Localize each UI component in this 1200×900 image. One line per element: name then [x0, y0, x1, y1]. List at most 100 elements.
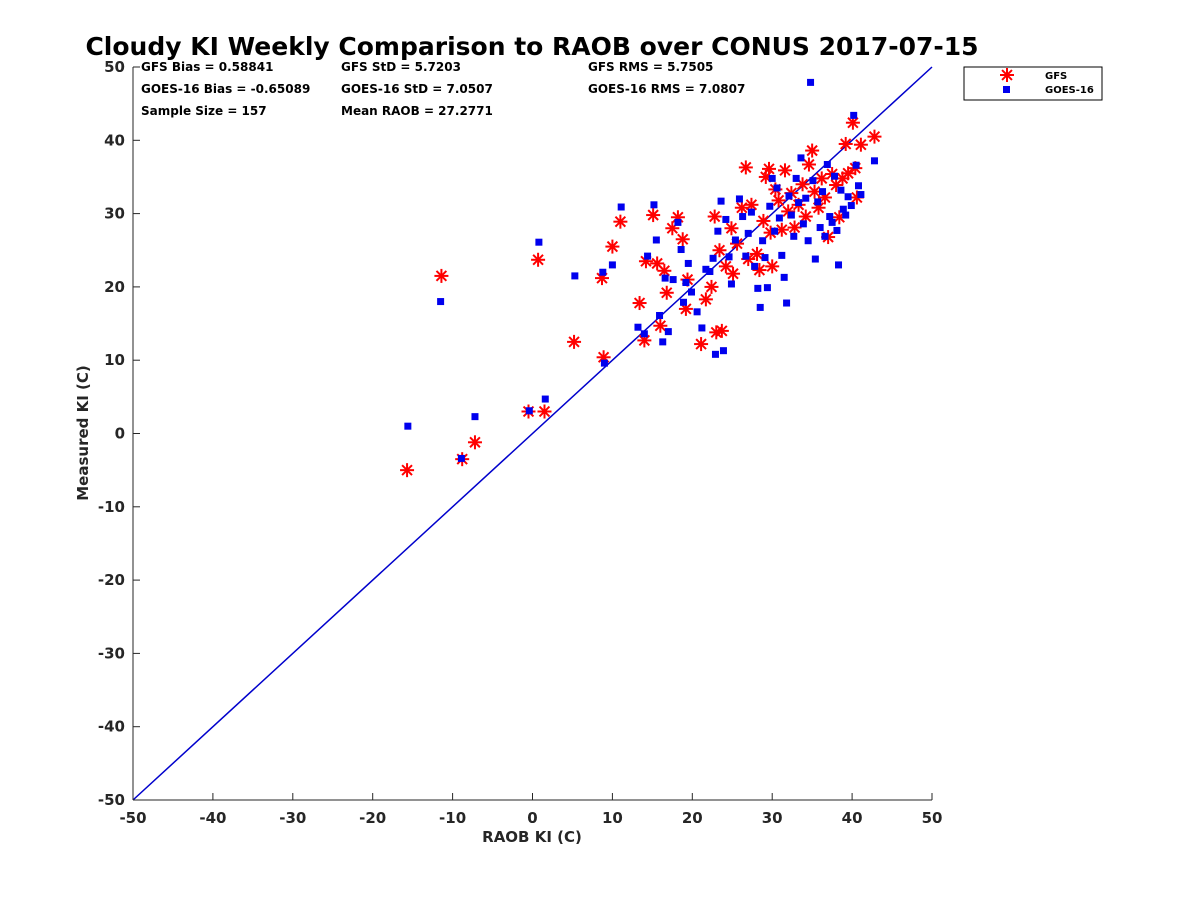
gfs-point	[756, 213, 771, 228]
asterisk-stroke	[868, 130, 881, 143]
gfs-point	[718, 259, 733, 274]
legend-label-goes16: GOES-16	[1045, 85, 1094, 96]
goes16-point	[844, 193, 852, 201]
goes16-point	[669, 276, 677, 284]
goes16-point	[722, 215, 730, 223]
goes16-point	[763, 284, 771, 292]
gfs-point	[467, 435, 482, 450]
asterisk-stroke	[727, 268, 739, 280]
goes16-point	[684, 259, 692, 267]
goes16-point	[719, 347, 727, 355]
y-tick-label: 30	[104, 205, 125, 223]
asterisk-stroke	[597, 351, 610, 363]
y-tick-label: 50	[104, 58, 125, 76]
x-tick-label: 50	[922, 809, 943, 827]
gfs-point	[853, 137, 868, 152]
gfs-point	[567, 334, 582, 349]
goes16-point	[661, 274, 669, 282]
gfs-point	[771, 193, 786, 208]
goes16-point	[682, 279, 690, 287]
asterisk-stroke	[538, 405, 551, 418]
goes16-point	[780, 273, 788, 281]
y-tick-label: 40	[104, 131, 125, 149]
stat-text: GOES-16 Bias = -0.65089	[141, 82, 310, 96]
goes16-point	[842, 211, 850, 219]
gfs-point	[632, 296, 647, 311]
gfs-point	[659, 285, 674, 300]
y-tick-labels: -50 -40 -30 -20 -10 0 10 20 30 40 50	[98, 58, 140, 809]
asterisk-stroke	[633, 297, 646, 309]
goes16-point	[754, 284, 762, 292]
asterisk-stroke	[725, 222, 738, 234]
gfs-point	[777, 163, 792, 178]
legend-goes16-square-icon	[1003, 86, 1010, 93]
asterisk-stroke	[705, 281, 718, 293]
goes16-point	[816, 224, 824, 232]
goes16-point	[617, 203, 625, 211]
goes16-point	[835, 261, 843, 269]
asterisk-stroke	[713, 244, 726, 256]
goes16-point	[727, 280, 735, 288]
goes16-point	[771, 227, 779, 235]
asterisk-stroke	[680, 303, 692, 315]
stat-text: GFS RMS = 5.7505	[588, 60, 713, 74]
goes16-point	[404, 422, 412, 430]
goes16-point	[599, 268, 607, 276]
gfs-point	[781, 204, 796, 219]
asterisk-stroke	[469, 436, 481, 448]
goes16-point	[677, 246, 685, 254]
gfs-point	[613, 214, 628, 229]
x-tick-label: -30	[279, 809, 306, 827]
goes16-point	[811, 255, 819, 263]
legend-gfs-asterisk-icon	[1000, 68, 1014, 82]
gfs-series	[400, 115, 882, 478]
x-tick-label: 30	[762, 809, 783, 827]
goes16-point	[714, 227, 722, 235]
stat-text: Mean RAOB = 27.2771	[341, 104, 493, 118]
goes16-point	[759, 237, 767, 245]
goes16-point	[870, 157, 878, 165]
goes16-point	[773, 184, 781, 192]
asterisk-stroke	[808, 185, 821, 198]
asterisk-stroke	[614, 216, 627, 228]
goes16-point	[437, 298, 445, 306]
y-tick-label: 0	[115, 425, 125, 443]
goes16-point	[839, 205, 847, 213]
goes16-point	[634, 323, 642, 331]
chart-title: Cloudy KI Weekly Comparison to RAOB over…	[85, 32, 978, 61]
stat-text: GOES-16 StD = 7.0507	[341, 82, 493, 96]
asterisk-stroke	[654, 320, 666, 332]
goes16-point	[698, 324, 706, 332]
asterisk-stroke	[695, 338, 707, 350]
gfs-point	[531, 252, 546, 267]
x-tick-labels: -50 -40 -30 -20 -10 0 10 20 30 40 50	[119, 793, 942, 827]
goes16-point	[650, 201, 658, 209]
asterisk-stroke	[709, 210, 721, 223]
asterisk-stroke	[803, 158, 815, 171]
gfs-point	[712, 243, 727, 258]
x-tick-label: -10	[439, 809, 466, 827]
x-tick-label: -50	[119, 809, 146, 827]
x-tick-label: -20	[359, 809, 386, 827]
goes16-point	[831, 172, 839, 180]
goes16-point	[809, 177, 817, 185]
asterisk-stroke	[819, 191, 831, 204]
goes16-point	[644, 252, 652, 260]
gfs-point	[867, 129, 882, 144]
gfs-point	[841, 166, 856, 181]
goes16-point	[525, 407, 533, 415]
goes16-point	[656, 311, 664, 319]
asterisk-stroke	[716, 325, 728, 337]
asterisk-stroke	[647, 209, 659, 221]
goes16-point	[711, 350, 719, 358]
goes16-point	[821, 232, 829, 240]
asterisk-stroke	[606, 240, 619, 253]
goes16-point	[854, 182, 862, 190]
goes16-point	[847, 202, 855, 210]
goes16-point	[766, 202, 774, 210]
goes16-point	[826, 213, 834, 221]
goes16-point	[742, 252, 750, 260]
stat-text: GOES-16 RMS = 7.0807	[588, 82, 745, 96]
gfs-point	[704, 279, 719, 294]
